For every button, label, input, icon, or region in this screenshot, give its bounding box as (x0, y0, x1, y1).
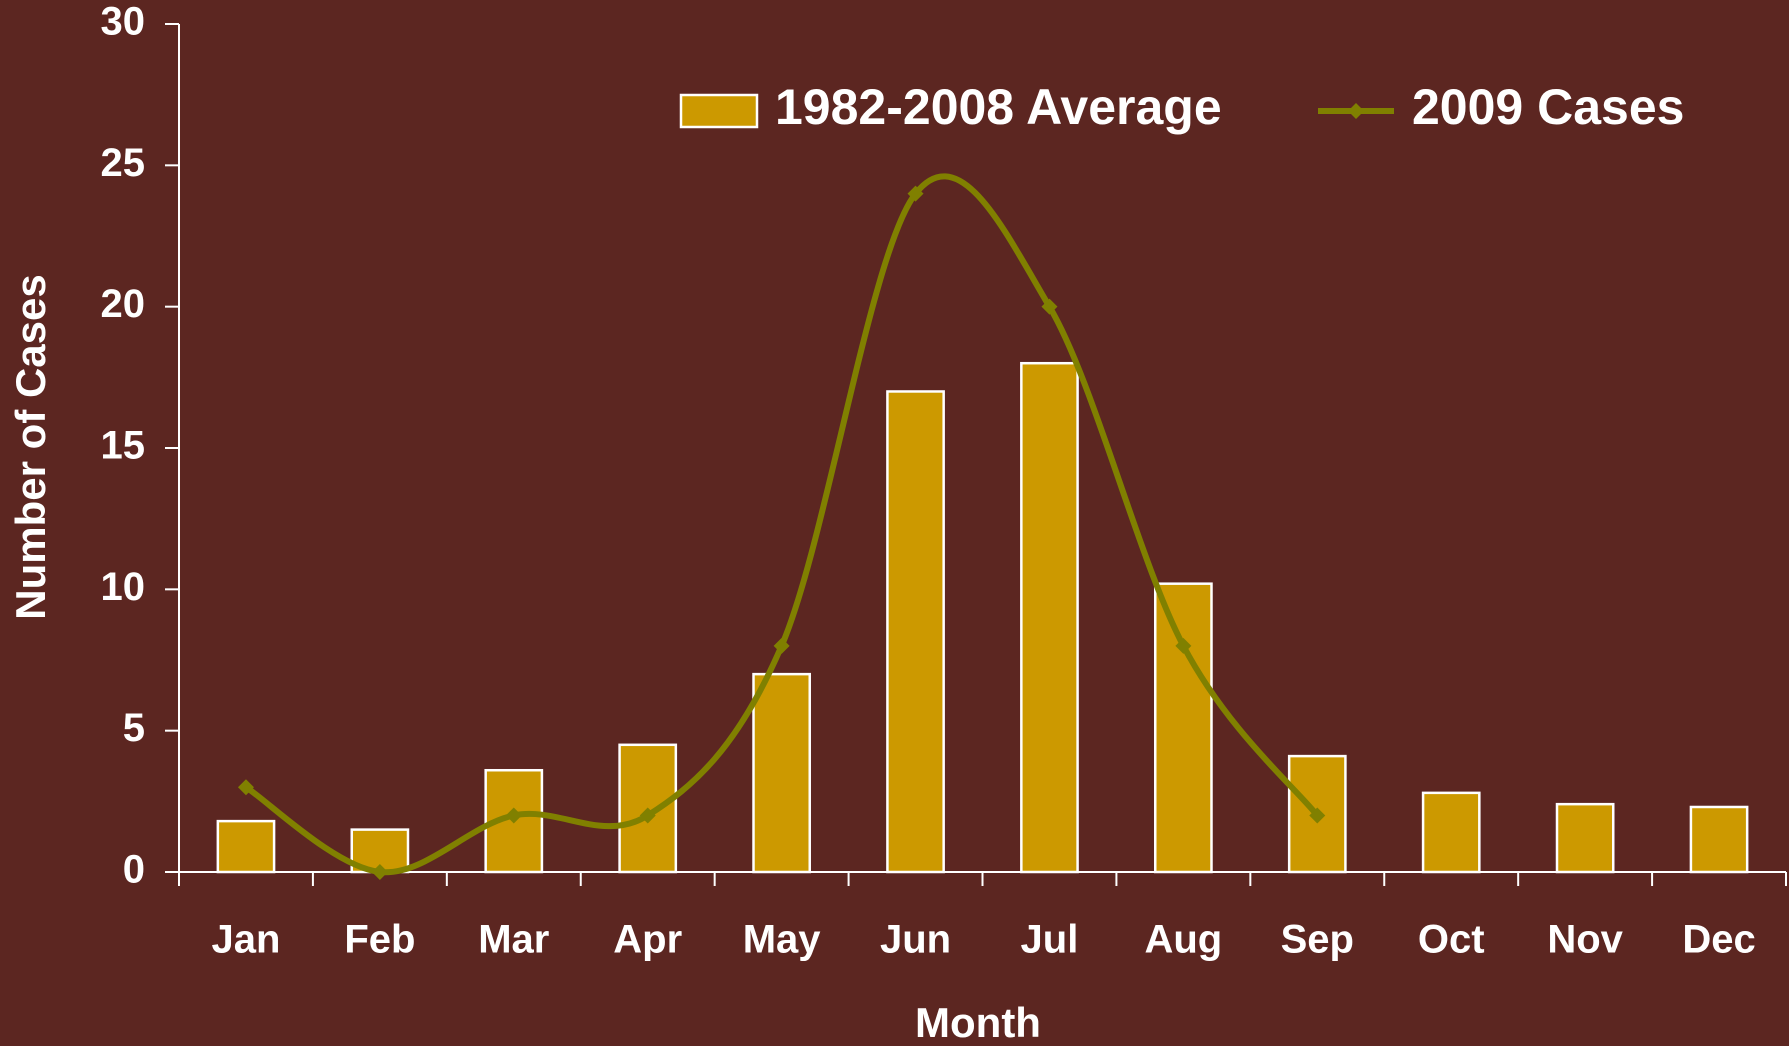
legend-label: 2009 Cases (1412, 79, 1684, 135)
bar (1020, 361, 1079, 874)
y-tick-label: 15 (101, 424, 146, 468)
x-tick-label: Oct (1418, 918, 1485, 962)
x-tick-label: Jan (211, 918, 280, 962)
x-tick-label: Aug (1144, 918, 1222, 962)
x-tick-label: Dec (1682, 918, 1755, 962)
y-tick-label: 10 (101, 565, 146, 609)
bar (1421, 791, 1481, 874)
marker (505, 807, 522, 824)
x-tick-label: Sep (1281, 918, 1354, 962)
marker (907, 185, 924, 202)
marker (237, 779, 254, 796)
x-axis-label: Month (915, 999, 1041, 1046)
x-tick-label: Mar (478, 918, 549, 962)
y-tick-label: 0 (123, 848, 145, 892)
y-tick-label: 5 (123, 706, 145, 750)
x-tick-label: Nov (1547, 918, 1623, 962)
marker (1309, 807, 1326, 824)
x-tick-label: Jun (880, 918, 951, 962)
x-tick-label: May (743, 918, 822, 962)
y-axis-label: Number of Cases (7, 274, 54, 619)
x-tick-label: Feb (344, 918, 415, 962)
line (244, 173, 1320, 876)
marker (1041, 298, 1058, 315)
y-tick-label: 20 (101, 282, 146, 326)
bar (1555, 802, 1615, 874)
bar (752, 672, 811, 874)
x-tick-label: Jul (1021, 918, 1079, 962)
marker (371, 864, 388, 880)
x-tick-label: Apr (613, 918, 682, 962)
y-tick-label: 25 (101, 141, 146, 185)
bar (1689, 805, 1749, 874)
legend-swatch (679, 93, 759, 129)
marker (1175, 637, 1192, 654)
marker (773, 637, 790, 654)
y-tick-label: 30 (101, 0, 146, 44)
legend-marker (1348, 103, 1364, 119)
legend-label: 1982-2008 Average (775, 79, 1222, 135)
bar (886, 390, 945, 874)
bar (1154, 582, 1213, 874)
marker (639, 807, 656, 824)
bar (216, 819, 276, 874)
